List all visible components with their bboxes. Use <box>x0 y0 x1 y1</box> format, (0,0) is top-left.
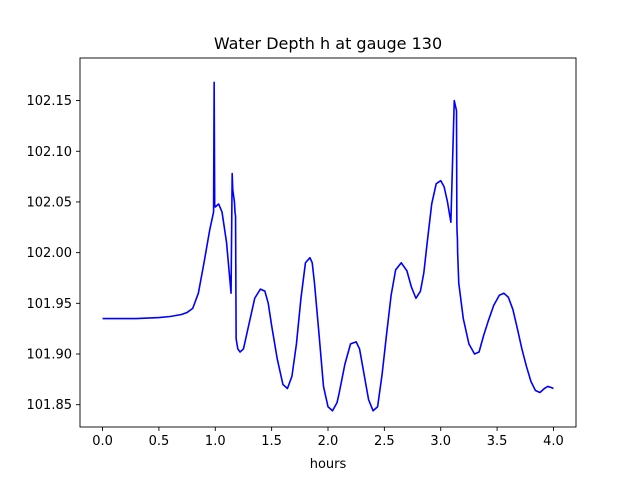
plot-area <box>102 81 554 412</box>
series-line <box>102 81 554 412</box>
y-tick-label: 101.85 <box>27 398 73 413</box>
y-tick-label: 102.05 <box>27 195 73 210</box>
x-tick-label: 0.0 <box>92 434 113 449</box>
y-tick-label: 102.00 <box>27 246 73 261</box>
x-tick-label: 2.0 <box>318 434 339 449</box>
y-tick-label: 101.90 <box>27 348 73 363</box>
x-axis-label: hours <box>310 457 347 472</box>
chart-title: Water Depth h at gauge 130 <box>214 34 442 53</box>
y-tick-label: 102.15 <box>27 94 73 109</box>
x-tick-label: 3.5 <box>487 434 508 449</box>
y-tick-label: 102.10 <box>27 145 73 160</box>
axes-frame <box>79 57 577 428</box>
y-axis-ticks: 101.85 101.90 101.95 102.00 102.05 102.10 102.… <box>27 94 80 413</box>
x-tick-label: 4.0 <box>543 434 564 449</box>
x-tick-label: 3.0 <box>430 434 451 449</box>
x-tick-label: 0.5 <box>149 434 170 449</box>
x-tick-label: 1.0 <box>205 434 226 449</box>
x-tick-label: 2.5 <box>374 434 395 449</box>
y-tick-label: 101.95 <box>27 297 73 312</box>
x-axis-ticks: 0.0 0.5 1.0 1.5 2.0 2.5 3.0 3.5 4.0 <box>92 427 564 449</box>
x-tick-label: 1.5 <box>261 434 282 449</box>
